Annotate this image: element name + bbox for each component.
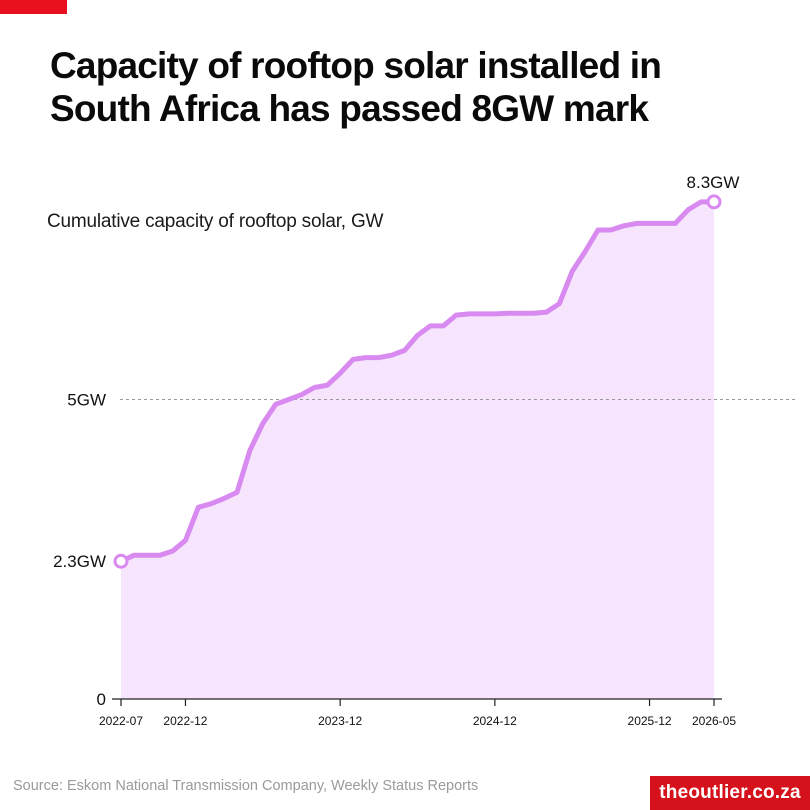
x-tick-label: 2025-12 [628, 714, 672, 728]
y-axis-label: 0 [97, 690, 106, 709]
y-axis-label: 5GW [67, 391, 106, 410]
x-tick-label: 2024-12 [473, 714, 517, 728]
accent-bar [0, 0, 67, 14]
annotated-point [706, 194, 722, 210]
x-tick-label: 2026-05 [692, 714, 736, 728]
series-line [118, 199, 717, 564]
page-title: Capacity of rooftop solar installed in S… [50, 45, 662, 129]
area-fill [121, 201, 714, 699]
source-note: Source: Eskom National Transmission Comp… [13, 778, 479, 794]
end-value-label: 8.3GW [687, 173, 740, 192]
annotated-point [113, 553, 129, 569]
start-value-label: 2.3GW [53, 552, 106, 571]
chart-subtitle: Cumulative capacity of rooftop solar, GW [47, 211, 384, 232]
x-tick-label: 2023-12 [318, 714, 362, 728]
brand-logo: theoutlier.co.za [650, 776, 810, 810]
x-tick-label: 2022-07 [99, 714, 143, 728]
x-tick-label: 2022-12 [163, 714, 207, 728]
